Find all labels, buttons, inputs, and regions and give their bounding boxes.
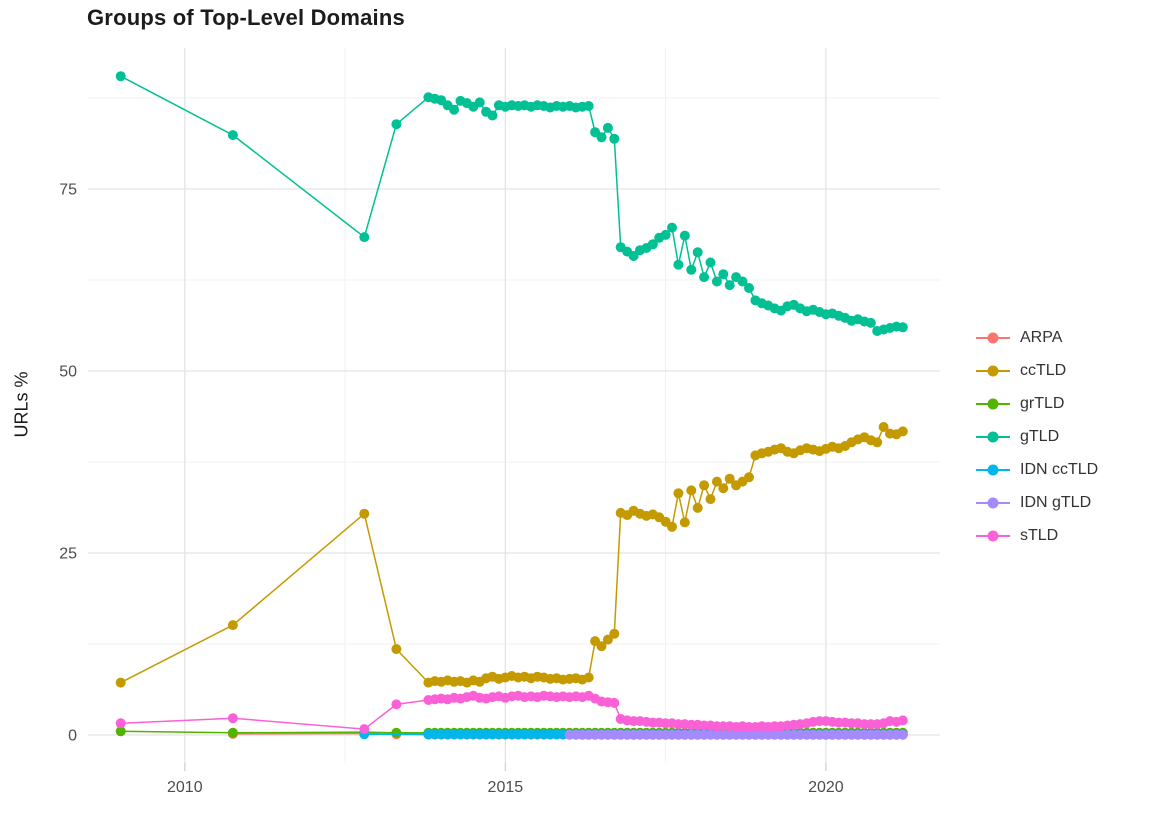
legend: ARPA ccTLD grTLD gTLD IDN ccTLD IDN gTLD…	[976, 321, 1098, 552]
legend-label-idn-gtld: IDN gTLD	[1020, 493, 1092, 511]
legend-marker-grtld	[976, 398, 1010, 410]
x-axis-labels: 2010 2015 2020	[167, 779, 844, 796]
svg-text:50: 50	[59, 363, 77, 380]
svg-text:0: 0	[68, 727, 77, 744]
legend-item-idn-gtld: IDN gTLD	[976, 486, 1098, 519]
legend-marker-idn-cctld	[976, 464, 1010, 476]
grid-major	[88, 48, 940, 763]
svg-text:2020: 2020	[808, 779, 844, 796]
legend-label-cctld: ccTLD	[1020, 361, 1067, 379]
svg-text:25: 25	[59, 545, 77, 562]
svg-text:2010: 2010	[167, 779, 203, 796]
legend-label-gtld: gTLD	[1020, 427, 1060, 445]
legend-label-arpa: ARPA	[1020, 328, 1063, 346]
x-axis-ticks	[184, 763, 827, 771]
series-ccTLD	[115, 422, 908, 688]
legend-label-stld: sTLD	[1020, 526, 1059, 544]
legend-item-gtld: gTLD	[976, 420, 1098, 453]
legend-marker-cctld	[976, 365, 1010, 377]
legend-marker-idn-gtld	[976, 497, 1010, 509]
legend-item-idn-cctld: IDN ccTLD	[976, 453, 1098, 486]
series-IDN-gTLD	[564, 729, 908, 740]
legend-item-cctld: ccTLD	[976, 354, 1098, 387]
legend-label-idn-cctld: IDN ccTLD	[1020, 460, 1099, 478]
legend-marker-arpa	[976, 332, 1010, 344]
svg-text:75: 75	[59, 182, 77, 199]
chart-title: Groups of Top-Level Domains	[87, 5, 405, 30]
series-sTLD	[115, 690, 908, 735]
legend-item-arpa: ARPA	[976, 321, 1098, 354]
legend-marker-gtld	[976, 431, 1010, 443]
series-gTLD	[115, 71, 908, 336]
svg-text:2015: 2015	[488, 779, 524, 796]
legend-marker-stld	[976, 530, 1010, 542]
grid-minor	[88, 48, 940, 763]
legend-label-grtld: grTLD	[1020, 394, 1065, 412]
y-axis-labels: 0 25 50 75	[59, 182, 77, 745]
legend-item-grtld: grTLD	[976, 387, 1098, 420]
legend-item-stld: sTLD	[976, 519, 1098, 552]
